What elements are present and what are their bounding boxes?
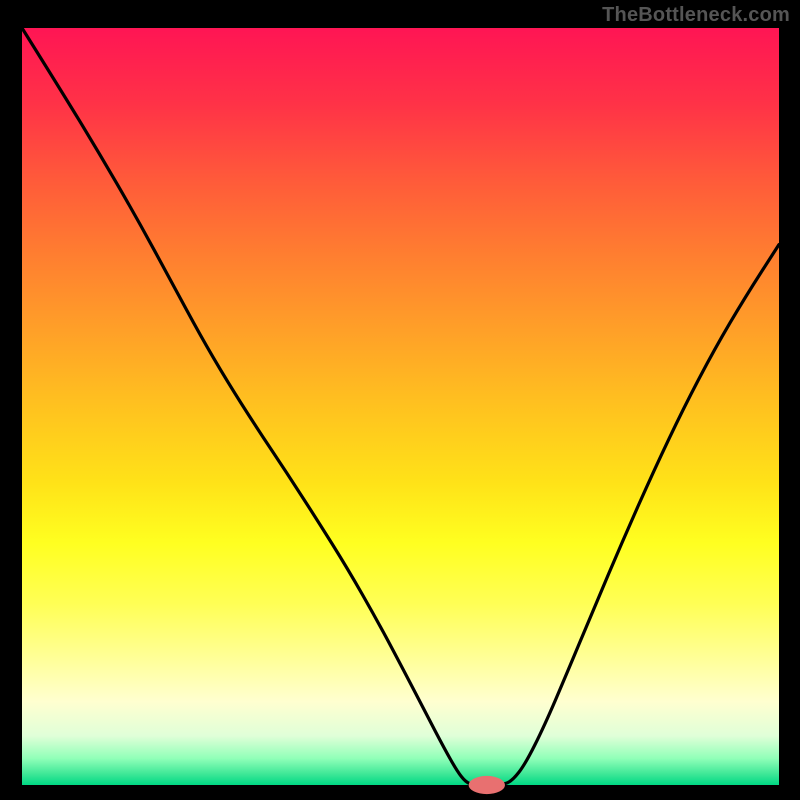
bottleneck-chart xyxy=(0,0,800,800)
plot-background xyxy=(22,28,779,785)
attribution-text: TheBottleneck.com xyxy=(602,4,790,27)
optimal-marker xyxy=(469,776,505,794)
chart-container: { "attribution": { "text": "TheBottlenec… xyxy=(0,0,800,800)
